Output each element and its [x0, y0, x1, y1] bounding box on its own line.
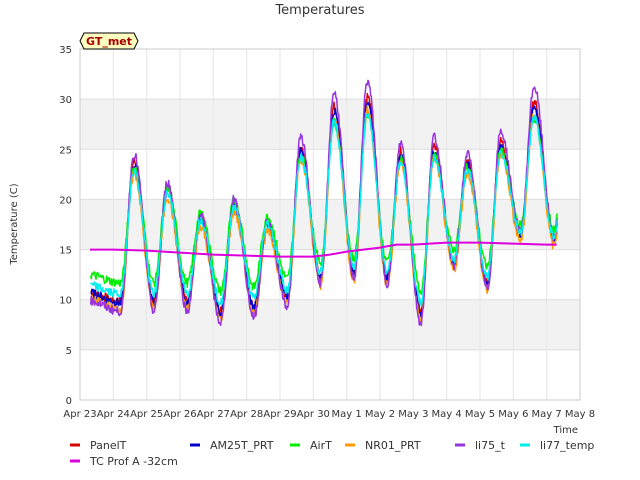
legend-item-li77-temp: li77_temp [520, 439, 594, 452]
legend-item-am25t-prt: AM25T_PRT [190, 439, 274, 452]
y-tick-label: 10 [59, 296, 72, 307]
legend-item-tc-prof-a-32cm: TC Prof A -32cm [70, 455, 178, 468]
legend-label: li75_t [475, 439, 506, 452]
y-tick-label: 25 [59, 145, 72, 156]
x-tick-label: May 6 [498, 409, 528, 420]
y-tick-label: 15 [59, 246, 72, 257]
legend-item-panelt: PanelT [70, 439, 127, 452]
legend-item-li75-t: li75_t [455, 439, 506, 452]
series-lines [89, 79, 559, 327]
x-tick-label: Apr 27 [197, 409, 230, 420]
x-tick-label: Apr 23 [63, 409, 96, 420]
x-tick-label: May 5 [465, 409, 495, 420]
legend-label: AM25T_PRT [210, 439, 274, 452]
y-tick-label: 0 [66, 396, 72, 407]
legend-label: AirT [310, 439, 332, 452]
y-tick-label: 5 [66, 346, 72, 357]
background-band [80, 199, 580, 250]
x-tick-label: May 3 [398, 409, 428, 420]
plot-frame [79, 48, 581, 401]
y-tick-label: 30 [59, 95, 72, 106]
x-tick-label: May 1 [332, 409, 362, 420]
x-tick-label: Apr 30 [297, 409, 330, 420]
legend-item-nr01-prt: NR01_PRT [345, 439, 421, 452]
legend-label: PanelT [90, 439, 127, 452]
x-axis-label: Time [553, 425, 578, 436]
annotation-box [79, 32, 139, 50]
legend-label: TC Prof A -32cm [89, 455, 178, 468]
x-tick-label: Apr 28 [230, 409, 263, 420]
x-tick-label: May 8 [565, 409, 595, 420]
x-tick-label: Apr 25 [130, 409, 163, 420]
series-line-tc-prof-a-32cm [90, 241, 557, 258]
x-axis-ticks: Apr 23 Apr 24 Apr 25 Apr 26 Apr 27 Apr 28 Apr … [63, 409, 595, 420]
x-tick-label: Apr 29 [263, 409, 296, 420]
legend-label: NR01_PRT [365, 439, 421, 452]
legend: PanelT AM25T_PRT AirT NR01_PRT li75_t li77_te… [70, 439, 594, 468]
y-tick-label: 20 [59, 195, 72, 206]
legend-item-airt: AirT [290, 439, 332, 452]
x-tick-label: Apr 24 [97, 409, 130, 420]
x-tick-label: May 2 [365, 409, 395, 420]
annotation-label: GT_met [86, 35, 132, 48]
plot-background [80, 49, 580, 400]
y-tick-label: 35 [59, 45, 72, 56]
gt-met-annotation: GT_met [79, 32, 139, 50]
x-tick-label: Apr 26 [163, 409, 196, 420]
background-band [80, 299, 580, 350]
y-axis-label: Temperature (C) [9, 183, 20, 265]
legend-label: li77_temp [540, 439, 594, 452]
x-tick-label: May 4 [432, 409, 462, 420]
y-axis-ticks: 0 5 10 15 20 25 30 35 [59, 45, 72, 407]
x-tick-label: May 7 [532, 409, 562, 420]
chart-title: Temperatures [274, 3, 364, 18]
